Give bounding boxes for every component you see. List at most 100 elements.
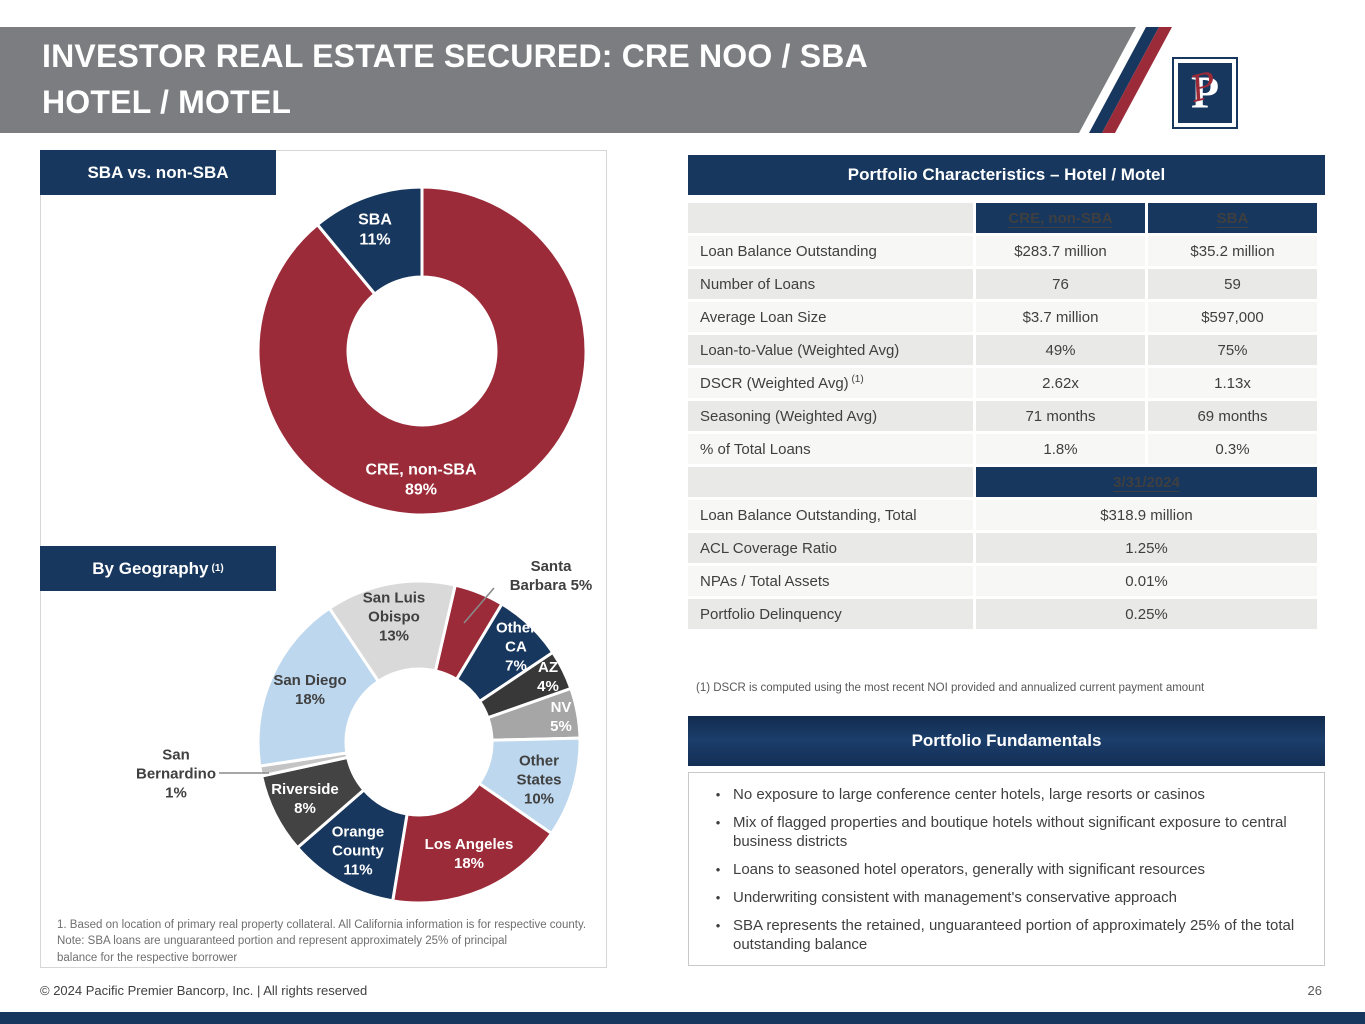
- donut-slice-san-diego: [256, 606, 380, 768]
- donut-charts-svg: CRE, non-SBA 89% SBA 11% Santa Barbara 5% Othe…: [136, 185, 593, 905]
- table-row: Number of Loans 76 59: [688, 269, 1317, 299]
- bullet-item: • SBA represents the retained, unguarante…: [703, 916, 1306, 954]
- row-value: $3.7 million: [976, 302, 1145, 332]
- logo-letter-icon: P: [1190, 66, 1220, 118]
- chart-header-geography-footref: (1): [211, 563, 224, 574]
- slide-title-line1: INVESTOR REAL ESTATE SECURED: CRE NOO / …: [42, 38, 868, 74]
- leader-line: [463, 587, 495, 624]
- brand-logo: P P: [1172, 57, 1238, 129]
- right-column: Portfolio Characteristics – Hotel / Mote…: [688, 155, 1325, 966]
- donut-label: Los Angeles 18%: [425, 836, 514, 872]
- donut-label: Orange County 11%: [332, 823, 385, 878]
- row-label: % of Total Loans: [688, 434, 973, 464]
- characteristics-header-label: Portfolio Characteristics – Hotel / Mote…: [847, 165, 1166, 184]
- row-value: $35.2 million: [1148, 236, 1317, 266]
- donut-label: Other CA 7%: [496, 619, 536, 674]
- row-value: 0.01%: [976, 566, 1317, 596]
- table-footnote: (1) DSCR is computed using the most rece…: [696, 682, 1205, 694]
- row-value: 71 months: [976, 401, 1145, 431]
- bullet-item: • Underwriting consistent with management…: [703, 888, 1306, 907]
- row-value: 1.25%: [976, 533, 1317, 563]
- row-value: $597,000: [1148, 302, 1317, 332]
- chart-header-geography-label: By Geography: [92, 558, 209, 578]
- bullet-item: • Loans to seasoned hotel operators, gene…: [703, 860, 1306, 879]
- bullet-icon: •: [715, 862, 721, 877]
- bullet-icon: •: [715, 787, 721, 802]
- chart-header-sba-label: SBA vs. non-SBA: [87, 162, 229, 182]
- row-value: 49%: [976, 335, 1145, 365]
- donut-label: San Bernardino 1%: [136, 746, 216, 801]
- table-row: % of Total Loans 1.8% 0.3%: [688, 434, 1317, 464]
- footer-copyright: © 2024 Pacific Premier Bancorp, Inc. | A…: [40, 983, 368, 998]
- column-header-cell: CRE, non-SBA: [976, 203, 1145, 233]
- bullet-text: SBA represents the retained, unguarantee…: [733, 917, 1295, 953]
- table-row: Loan-to-Value (Weighted Avg) 49% 75%: [688, 335, 1317, 365]
- bullet-text: Underwriting consistent with management'…: [733, 889, 1177, 906]
- bullet-text: Loans to seasoned hotel operators, gener…: [733, 861, 1205, 878]
- donut-slice-sba: [315, 185, 424, 296]
- table-row: Portfolio Delinquency 0.25%: [688, 599, 1317, 629]
- row-label: Average Loan Size: [688, 302, 973, 332]
- row-label: NPAs / Total Assets: [688, 566, 973, 596]
- bullet-icon: •: [715, 918, 721, 933]
- row-value: 59: [1148, 269, 1317, 299]
- donut-label: SBA 11%: [358, 212, 392, 249]
- bullet-icon: •: [715, 890, 721, 905]
- page-number: 26: [1307, 983, 1322, 998]
- row-value: 69 months: [1148, 401, 1317, 431]
- donut-slice-los-angeles: [391, 781, 554, 905]
- donut-slice-san-luis-obispo: [327, 579, 457, 683]
- column-header-cell: 3/31/2024: [976, 467, 1317, 497]
- chart-header-sba: SBA vs. non-SBA: [40, 150, 276, 195]
- table-row: Average Loan Size $3.7 million $597,000: [688, 302, 1317, 332]
- donut-label: AZ 4%: [537, 659, 559, 695]
- row-label: ACL Coverage Ratio: [688, 533, 973, 563]
- bullet-icon: •: [715, 815, 721, 830]
- row-label: Loan Balance Outstanding, Total: [688, 500, 973, 530]
- donut-slice-cre-non-sba: [256, 185, 588, 517]
- row-label: [688, 467, 973, 497]
- table-row: CRE, non-SBA SBA: [688, 203, 1317, 233]
- fundamentals-header-label: Portfolio Fundamentals: [911, 731, 1102, 750]
- row-label: Loan-to-Value (Weighted Avg): [688, 335, 973, 365]
- logo-box: P P: [1178, 63, 1232, 123]
- characteristics-table: CRE, non-SBA SBA Loan Balance Outstanding $…: [685, 200, 1320, 632]
- donut-label: San Luis Obispo 13%: [363, 589, 426, 644]
- header-band: INVESTOR REAL ESTATE SECURED: CRE NOO / …: [0, 27, 1136, 133]
- row-value: 1.8%: [976, 434, 1145, 464]
- characteristics-header: Portfolio Characteristics – Hotel / Mote…: [688, 155, 1325, 195]
- donut-label: CRE, non-SBA 89%: [365, 462, 477, 499]
- row-value: 0.3%: [1148, 434, 1317, 464]
- bullet-item: • No exposure to large conference center …: [703, 785, 1306, 804]
- table-row: Loan Balance Outstanding $283.7 million $3…: [688, 236, 1317, 266]
- donut-label: Riverside 8%: [271, 781, 339, 817]
- row-value: 2.62x: [976, 368, 1145, 398]
- row-label: Number of Loans: [688, 269, 973, 299]
- row-label: Loan Balance Outstanding: [688, 236, 973, 266]
- bullet-text: No exposure to large conference center h…: [733, 786, 1205, 803]
- row-value: 0.25%: [976, 599, 1317, 629]
- table-row: ACL Coverage Ratio 1.25%: [688, 533, 1317, 563]
- column-header-cell: SBA: [1148, 203, 1317, 233]
- bottom-bar: [0, 1012, 1365, 1024]
- donut-label: Santa Barbara 5%: [510, 558, 593, 594]
- fundamentals-list: • No exposure to large conference center …: [688, 772, 1325, 966]
- table-row: NPAs / Total Assets 0.01%: [688, 566, 1317, 596]
- donut-label: San Diego 18%: [273, 672, 346, 708]
- row-label: DSCR (Weighted Avg) (1): [688, 368, 973, 398]
- bullet-item: • Mix of flagged properties and boutique …: [703, 813, 1306, 851]
- row-value: 75%: [1148, 335, 1317, 365]
- row-label: Portfolio Delinquency: [688, 599, 973, 629]
- chart-footnote: 1. Based on location of primary real pro…: [57, 919, 587, 964]
- donut-label: NV 5%: [550, 699, 572, 735]
- row-label: [688, 203, 973, 233]
- row-value: $283.7 million: [976, 236, 1145, 266]
- row-value: 1.13x: [1148, 368, 1317, 398]
- fundamentals-header: Portfolio Fundamentals: [688, 716, 1325, 766]
- row-label: Seasoning (Weighted Avg): [688, 401, 973, 431]
- table-row: DSCR (Weighted Avg) (1) 2.62x 1.13x: [688, 368, 1317, 398]
- slide-title: INVESTOR REAL ESTATE SECURED: CRE NOO / …: [42, 33, 868, 125]
- bullet-text: Mix of flagged properties and boutique h…: [733, 814, 1287, 850]
- table-row: Loan Balance Outstanding, Total $318.9 mi…: [688, 500, 1317, 530]
